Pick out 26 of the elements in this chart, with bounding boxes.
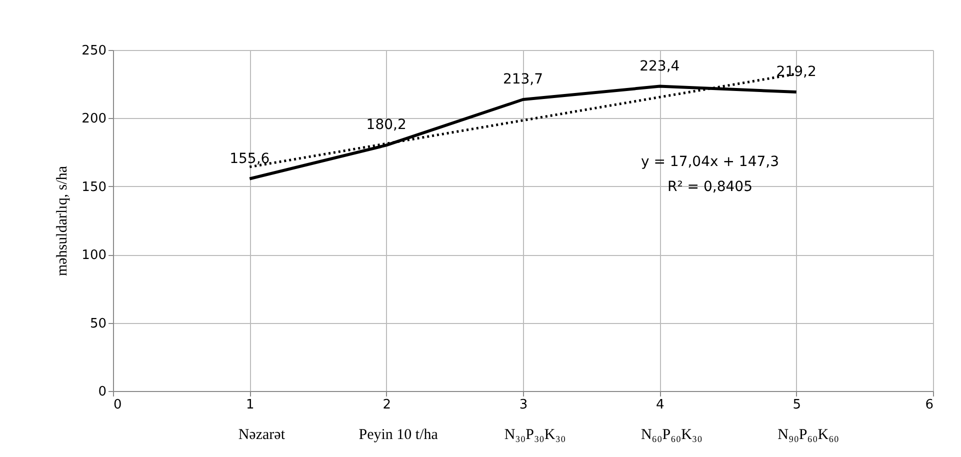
y-tick-label: 100 (82, 248, 106, 264)
text: N₃₀P₃₀K₃₀ (504, 427, 566, 443)
y-tick-label: 250 (82, 44, 106, 58)
data-label: 219,2 (776, 64, 816, 80)
annotation: y = 17,04x + 147,3 (641, 154, 779, 170)
x-tick-label: 3 (519, 398, 528, 412)
y-tick-label: 150 (82, 180, 106, 195)
y-tick-label: 200 (82, 112, 106, 127)
y-tick-label: 0 (98, 384, 106, 400)
x-tick-label: 2 (382, 398, 391, 412)
text: N₉₀P₆₀K₆₀ (778, 427, 840, 443)
x-tick-label: 6 (925, 398, 934, 412)
x-tick-label: 4 (656, 398, 664, 412)
text: N₆₀P₆₀K₃₀ (640, 427, 702, 443)
y-tick-label: 50 (90, 316, 106, 332)
x-tick-label: 1 (246, 398, 254, 412)
annotation: R² = 0,8405 (668, 179, 752, 195)
data-label: 180,2 (366, 117, 406, 134)
data-label: 213,7 (502, 72, 544, 88)
text: Peyin 10 t/ha (358, 427, 438, 443)
y-axis-title: məhsuldarlıq, s/ha (54, 166, 71, 276)
x-tick-label: 0 (114, 398, 122, 412)
data-label: 223,4 (640, 58, 680, 74)
x-tick-label: 5 (792, 398, 801, 412)
data-label: 155,6 (230, 150, 270, 167)
text: Nəzarət (238, 427, 286, 443)
